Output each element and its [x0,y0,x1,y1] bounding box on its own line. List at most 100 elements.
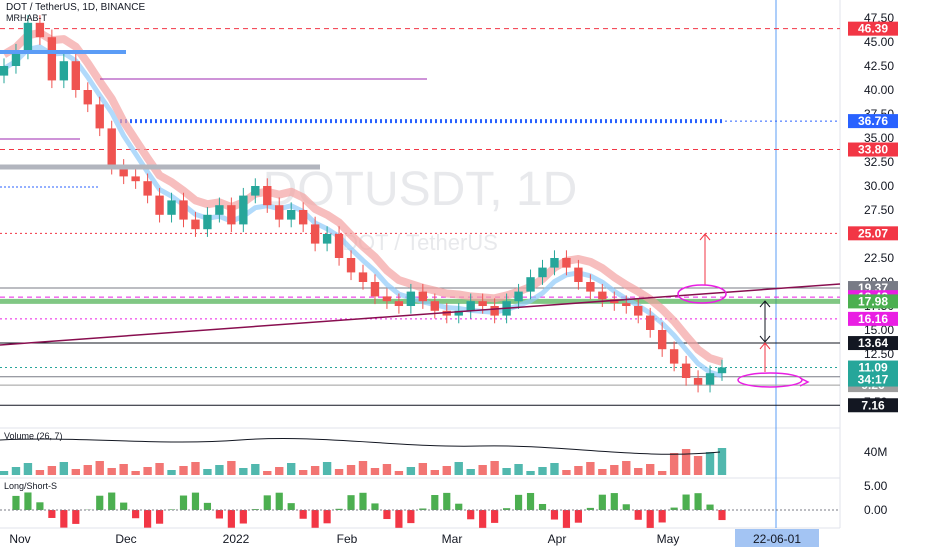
ls-axis-label-zero: 0.00 [864,503,888,517]
ls-bar [562,510,571,528]
ls-bar [263,495,271,510]
volume-bar [334,469,344,475]
candle-body [574,267,583,282]
volume-bar [239,468,248,475]
candle-body [298,210,308,225]
volume-bar [622,461,631,475]
candle-body [143,181,152,196]
volume-bar [227,461,236,475]
volume-bar [119,464,128,475]
price-tag [848,311,898,326]
ls-axis-label-top: 5.00 [864,479,888,493]
price-tag-label: 36.76 [858,114,888,128]
volume-bar [358,461,368,475]
candle-body [191,219,200,230]
price-tick-label: 40.00 [864,83,894,97]
highlight-ellipse[interactable] [737,372,803,388]
price-tag-label: 16.16 [858,312,888,326]
candle-body [239,195,248,225]
candle-body [717,367,727,374]
ls-bar [167,509,176,510]
candle-body [155,195,164,215]
ls-bar [36,502,44,510]
volume-bar [454,462,463,475]
candle-body [634,306,643,316]
candle-body [215,205,224,215]
ls-bar [144,510,152,528]
candlesticks [0,15,727,393]
price-tag [848,114,898,129]
volume-bar [717,448,727,475]
volume-bar [215,465,224,475]
ls-bar [550,510,559,520]
ls-bar [48,510,56,518]
ls-bar [514,494,523,510]
candle-body [322,234,332,244]
candle-body [131,176,140,182]
ls-bar [455,503,463,510]
volume-bar [155,463,164,475]
volume-bar [562,470,571,475]
candle-body [167,200,176,215]
candle-body [454,310,463,316]
volume-bar [574,466,583,475]
price-tag [848,142,898,157]
ls-bar [479,510,487,528]
ls-bar [359,492,367,510]
time-axis[interactable]: Nov Dec 2022 Feb Mar Apr May [9,532,679,546]
volume-bar [263,471,272,475]
candle-body [263,186,272,206]
ma-band-blue [2,44,723,379]
ls-bar [323,510,331,524]
time-tick-label: 2022 [223,532,250,546]
ls-bar [586,507,594,510]
ls-bar [407,510,415,524]
price-tag-label: 7.16 [861,398,885,412]
time-tick-label: May [657,532,680,546]
ls-bar [215,510,223,519]
price-tick-label: 47.50 [864,11,894,25]
volume-bar [143,467,152,475]
measure-arrow-head [759,335,771,343]
volume-bar [705,452,715,475]
symbol-title[interactable]: DOT / TetherUS, 1D, BINANCE [6,2,146,13]
candle-body [514,291,523,302]
price-tag [848,336,898,351]
moving-average-bands [1,28,724,379]
ls-bar [227,510,235,528]
candle-body [550,258,559,268]
volume-bar [442,466,451,475]
volume-bar [370,468,380,475]
volume-bar [107,468,116,475]
ls-pane-title[interactable]: Long/Short-S [4,481,58,491]
ls-bar [179,495,188,510]
candle-body [406,291,416,306]
candle-body [35,22,45,38]
price-tag-label: 33.80 [858,143,888,157]
price-tick-label: 30.00 [864,179,894,193]
candle-body [657,330,667,350]
candle-body [418,291,428,302]
indicator-name[interactable]: MRHAB-T [6,13,47,23]
price-tick-label: 15.00 [864,323,894,337]
candle-body [562,258,571,268]
volume-pane-title[interactable]: Volume (26, 7) [4,431,63,441]
candle-body [47,37,57,81]
trendline[interactable] [0,283,841,346]
candle-body [287,210,296,220]
volume-bar [681,449,691,475]
volume-bar [251,464,260,475]
volume-axis-label: 40M [864,445,887,459]
volume-bar [466,469,475,475]
candle-body [610,299,619,304]
ls-bar [383,510,391,520]
price-tag [848,294,898,309]
highlight-ellipse[interactable] [677,284,727,304]
ls-bar [503,508,511,510]
price-tag-label: 25.07 [858,226,888,240]
candle-body [370,282,380,297]
price-tick-label: 22.50 [864,251,894,265]
price-tag [848,226,898,241]
